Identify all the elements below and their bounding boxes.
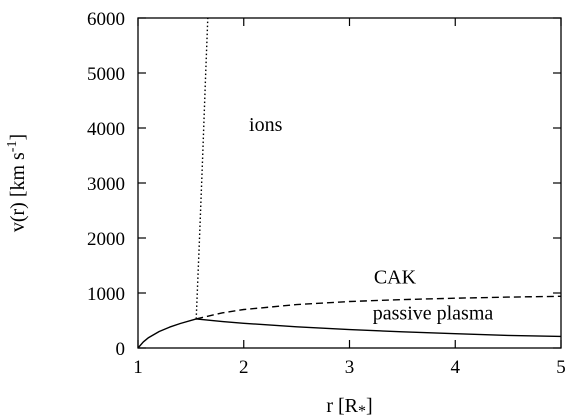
y-tick-label: 4000: [87, 119, 125, 140]
ions-line: [195, 17, 209, 319]
cak-label: CAK: [374, 267, 417, 289]
plot-frame: [137, 17, 562, 349]
x-tick-label: 5: [556, 357, 566, 378]
y-tick-label: 5000: [87, 64, 125, 85]
data-series: [137, 17, 562, 349]
passive-plasma-line: [137, 318, 562, 349]
passive-plasma-label: passive plasma: [373, 302, 494, 324]
y-tick-label: 6000: [87, 9, 125, 30]
x-tick-label: 3: [345, 357, 355, 378]
y-tick-label: 2000: [87, 229, 125, 250]
x-axis-label: r [R*]: [326, 395, 372, 416]
x-tick-label: 2: [239, 357, 249, 378]
ions-label: ions: [249, 114, 283, 136]
x-tick-label: 1: [133, 357, 143, 378]
tick-labels: 1 2 3 4 5 0 1000 2000 3000 4000 5000 6000: [87, 9, 566, 378]
y-tick-label: 3000: [87, 174, 125, 195]
cak-line: [196, 295, 562, 320]
y-axis-label: v(r) [km s-1]: [5, 134, 29, 232]
y-tick-label: 1000: [87, 284, 125, 305]
y-tick-label: 0: [116, 339, 126, 360]
annotations: ions CAK passive plasma: [249, 114, 493, 325]
x-tick-label: 4: [451, 357, 461, 378]
